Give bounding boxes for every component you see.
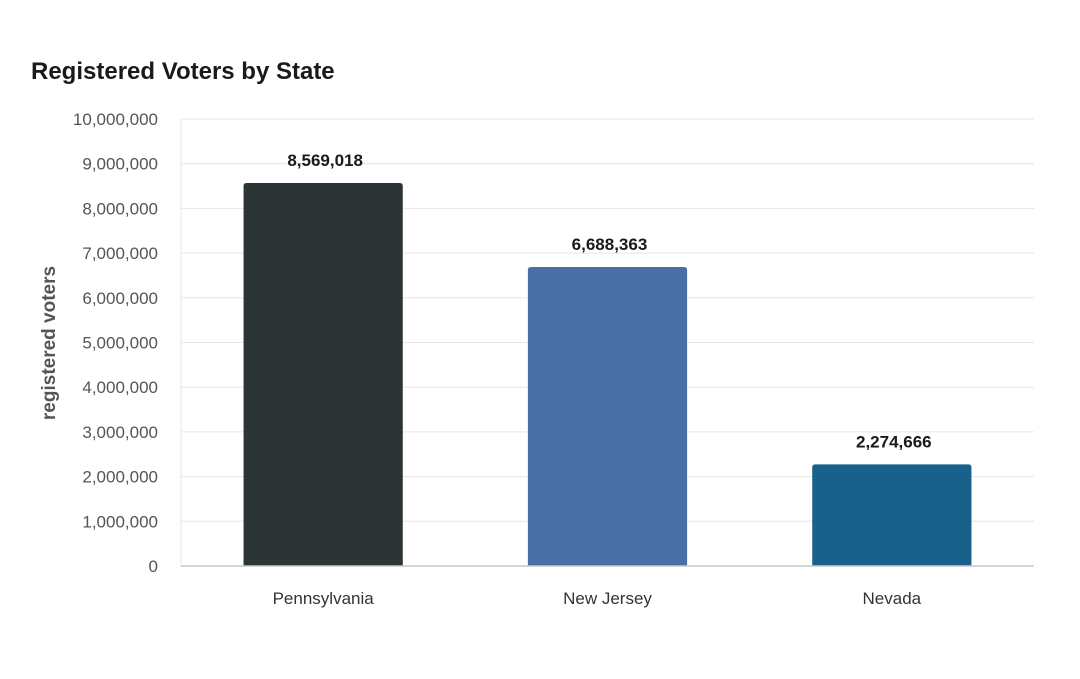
- y-tick-label: 10,000,000: [73, 110, 158, 129]
- axes: [180, 119, 1034, 567]
- y-axis-title: registered voters: [39, 266, 60, 420]
- x-tick-label: Nevada: [863, 589, 922, 608]
- y-tick-label: 5,000,000: [82, 334, 158, 353]
- y-tick-label: 2,000,000: [82, 468, 158, 487]
- bar-new-jersey[interactable]: [527, 267, 688, 566]
- x-tick-label: New Jersey: [563, 589, 652, 608]
- labels: 0 1,000,000 2,000,000 3,000,000 4,000,000 5,0…: [73, 110, 932, 608]
- x-tick-label: Pennsylvania: [273, 589, 375, 608]
- bar-nevada[interactable]: [812, 464, 972, 566]
- y-tick-label: 4,000,000: [82, 378, 158, 397]
- y-tick-label: 1,000,000: [82, 512, 158, 531]
- y-tick-label: 9,000,000: [82, 155, 158, 174]
- bars: [243, 182, 972, 566]
- data-label: 8,569,018: [287, 151, 363, 170]
- data-label: 2,274,666: [856, 432, 932, 451]
- data-label: 6,688,363: [572, 235, 648, 254]
- y-tick-label: 7,000,000: [82, 244, 158, 263]
- y-tick-label: 6,000,000: [82, 289, 158, 308]
- y-tick-label: 8,000,000: [82, 199, 158, 218]
- bar-pennsylvania[interactable]: [243, 182, 403, 566]
- y-tick-label: 0: [149, 557, 158, 576]
- chart-title: Registered Voters by State: [31, 58, 335, 85]
- y-tick-label: 3,000,000: [82, 423, 158, 442]
